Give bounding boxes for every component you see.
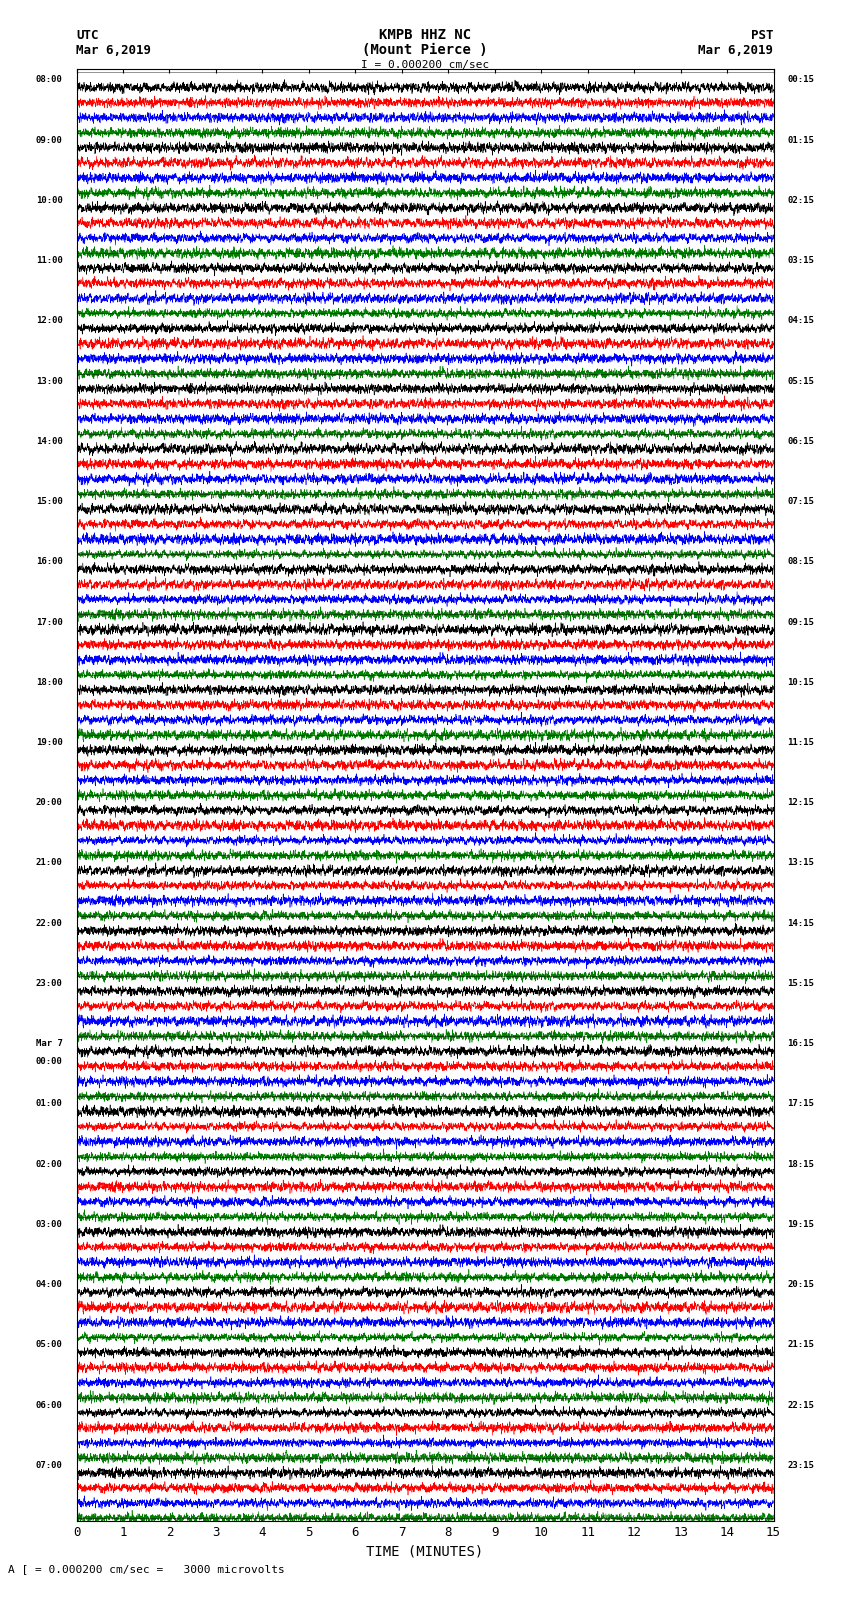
Text: 20:15: 20:15	[787, 1281, 814, 1289]
Text: UTC: UTC	[76, 29, 99, 42]
X-axis label: TIME (MINUTES): TIME (MINUTES)	[366, 1545, 484, 1558]
Text: 18:15: 18:15	[787, 1160, 814, 1169]
Text: 07:00: 07:00	[36, 1461, 63, 1469]
Text: 03:00: 03:00	[36, 1219, 63, 1229]
Text: 11:00: 11:00	[36, 256, 63, 265]
Text: 06:15: 06:15	[787, 437, 814, 445]
Text: 03:15: 03:15	[787, 256, 814, 265]
Text: 23:15: 23:15	[787, 1461, 814, 1469]
Text: 22:15: 22:15	[787, 1400, 814, 1410]
Text: 15:00: 15:00	[36, 497, 63, 506]
Text: 23:00: 23:00	[36, 979, 63, 987]
Text: 05:15: 05:15	[787, 376, 814, 386]
Text: 04:15: 04:15	[787, 316, 814, 326]
Text: A [ = 0.000200 cm/sec =   3000 microvolts: A [ = 0.000200 cm/sec = 3000 microvolts	[8, 1565, 286, 1574]
Text: 16:15: 16:15	[787, 1039, 814, 1048]
Text: 19:00: 19:00	[36, 739, 63, 747]
Text: Mar 6,2019: Mar 6,2019	[699, 44, 774, 56]
Text: 07:15: 07:15	[787, 497, 814, 506]
Text: KMPB HHZ NC: KMPB HHZ NC	[379, 29, 471, 42]
Text: 16:00: 16:00	[36, 556, 63, 566]
Text: 05:00: 05:00	[36, 1340, 63, 1350]
Text: 09:00: 09:00	[36, 135, 63, 145]
Text: Mar 6,2019: Mar 6,2019	[76, 44, 151, 56]
Text: 00:00: 00:00	[36, 1057, 63, 1066]
Text: 12:00: 12:00	[36, 316, 63, 326]
Text: (Mount Pierce ): (Mount Pierce )	[362, 44, 488, 56]
Text: 06:00: 06:00	[36, 1400, 63, 1410]
Text: 21:15: 21:15	[787, 1340, 814, 1350]
Text: 19:15: 19:15	[787, 1219, 814, 1229]
Text: 13:15: 13:15	[787, 858, 814, 868]
Text: 08:00: 08:00	[36, 76, 63, 84]
Text: 01:15: 01:15	[787, 135, 814, 145]
Text: 15:15: 15:15	[787, 979, 814, 987]
Text: 12:15: 12:15	[787, 798, 814, 806]
Text: 02:15: 02:15	[787, 195, 814, 205]
Text: PST: PST	[751, 29, 774, 42]
Text: 08:15: 08:15	[787, 556, 814, 566]
Text: 14:00: 14:00	[36, 437, 63, 445]
Text: Mar 7: Mar 7	[36, 1039, 63, 1048]
Text: 17:15: 17:15	[787, 1100, 814, 1108]
Text: 18:00: 18:00	[36, 677, 63, 687]
Text: 11:15: 11:15	[787, 739, 814, 747]
Text: 04:00: 04:00	[36, 1281, 63, 1289]
Text: 10:00: 10:00	[36, 195, 63, 205]
Text: 13:00: 13:00	[36, 376, 63, 386]
Text: I = 0.000200 cm/sec: I = 0.000200 cm/sec	[361, 60, 489, 69]
Text: 09:15: 09:15	[787, 618, 814, 626]
Text: 10:15: 10:15	[787, 677, 814, 687]
Text: 01:00: 01:00	[36, 1100, 63, 1108]
Text: 14:15: 14:15	[787, 919, 814, 927]
Text: 22:00: 22:00	[36, 919, 63, 927]
Text: 20:00: 20:00	[36, 798, 63, 806]
Text: 21:00: 21:00	[36, 858, 63, 868]
Text: 00:15: 00:15	[787, 76, 814, 84]
Text: 17:00: 17:00	[36, 618, 63, 626]
Text: 02:00: 02:00	[36, 1160, 63, 1169]
